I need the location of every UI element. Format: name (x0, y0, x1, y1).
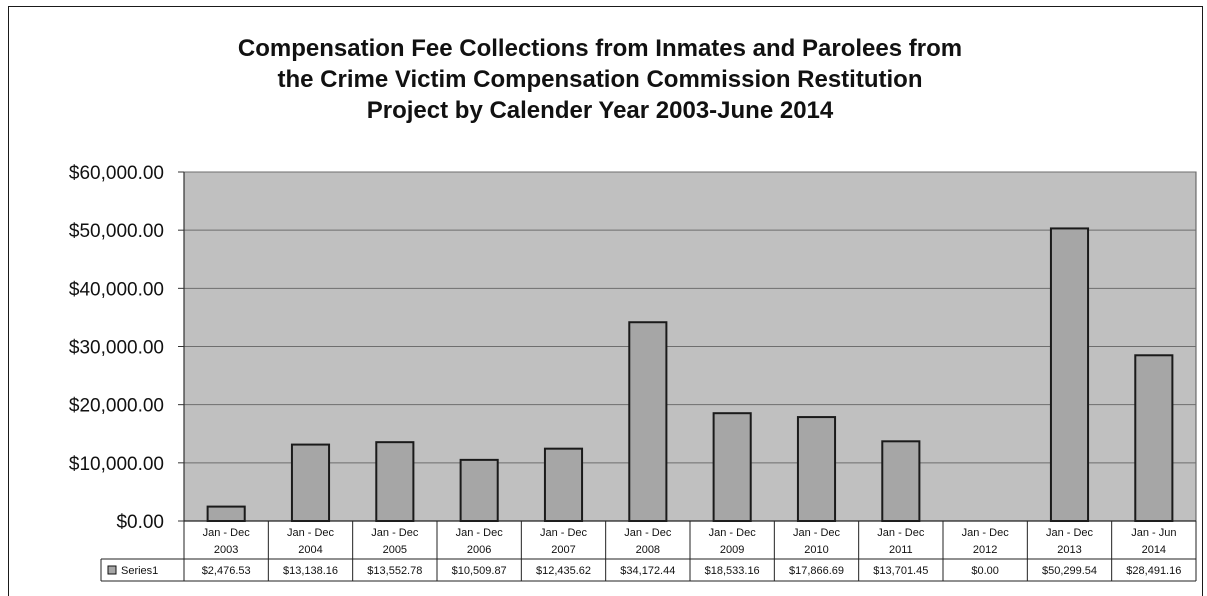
bar (881, 440, 921, 522)
data-label: $2,476.53 (202, 565, 251, 577)
bar (712, 412, 752, 523)
data-table: Jan - Dec 2003 Jan - Dec 2004 Jan - Dec 2005 J… (100, 520, 1197, 582)
bar (1134, 354, 1174, 523)
data-label: $28,491.16 (1126, 565, 1181, 577)
bar (459, 458, 499, 522)
legend-label: Series1 (121, 565, 158, 577)
bar (796, 416, 837, 522)
y-tick-label: $60,000.00 (69, 163, 164, 184)
x-tick-label: 2010 (804, 544, 828, 556)
x-tick-label: 2013 (1057, 544, 1081, 556)
x-tick-label: Jan - Dec (1046, 527, 1094, 539)
data-label: $17,866.69 (789, 565, 844, 577)
x-tick-label: 2003 (214, 544, 238, 556)
data-label: $10,509.87 (452, 565, 507, 577)
x-tick-label: 2004 (298, 544, 322, 556)
legend-key (107, 565, 117, 575)
data-label: $12,435.62 (536, 565, 591, 577)
y-axis: $0.00 $10,000.00 $20,000.00 $30,000.00 $40,0… (69, 163, 185, 533)
x-tick-label: Jan - Dec (709, 527, 757, 539)
x-tick-label: 2011 (889, 544, 913, 556)
x-tick-label: 2014 (1142, 544, 1166, 556)
data-label: $34,172.44 (620, 565, 675, 577)
chart-title-line: the Crime Victim Compensation Commission… (277, 66, 923, 93)
x-tick-label: Jan - Dec (793, 527, 841, 539)
data-label: $13,701.45 (873, 565, 928, 577)
y-tick-label: $20,000.00 (69, 396, 164, 417)
y-tick-label: $50,000.00 (69, 221, 164, 242)
gridlines (184, 171, 1196, 464)
x-tick-label: Jan - Dec (624, 527, 672, 539)
x-tick-label: Jan - Dec (287, 527, 335, 539)
bar (1049, 227, 1090, 522)
x-tick-label: Jan - Jun (1131, 527, 1176, 539)
x-tick-label: 2008 (636, 544, 660, 556)
bar (543, 447, 584, 522)
chart-title: Compensation Fee Collections from Inmate… (60, 33, 1140, 126)
data-label: $13,138.16 (283, 565, 338, 577)
y-tick-label: $0.00 (116, 512, 164, 533)
y-tick-label: $30,000.00 (69, 338, 164, 359)
data-label: $0.00 (971, 565, 999, 577)
x-tick-label: Jan - Dec (540, 527, 588, 539)
x-tick-label: Jan - Dec (456, 527, 504, 539)
x-tick-label: 2012 (973, 544, 997, 556)
data-label: $18,533.16 (705, 565, 760, 577)
bar (290, 443, 331, 523)
x-tick-label: Jan - Dec (203, 527, 251, 539)
bar (375, 441, 415, 522)
data-label: $13,552.78 (367, 565, 422, 577)
x-tick-label: 2005 (383, 544, 407, 556)
x-tick-label: Jan - Dec (962, 527, 1010, 539)
x-tick-label: 2006 (467, 544, 491, 556)
bar (628, 321, 668, 523)
x-tick-label: 2009 (720, 544, 744, 556)
data-label: $50,299.54 (1042, 565, 1097, 577)
y-tick-label: $40,000.00 (69, 279, 164, 300)
chart-title-line: Project by Calender Year 2003-June 2014 (366, 97, 834, 124)
chart-title-line: Compensation Fee Collections from Inmate… (237, 35, 963, 62)
x-tick-label: Jan - Dec (877, 527, 925, 539)
x-tick-label: 2007 (551, 544, 575, 556)
y-tick-label: $10,000.00 (69, 454, 164, 475)
bar (206, 505, 246, 522)
x-tick-label: Jan - Dec (371, 527, 419, 539)
top-margin (0, 4, 1207, 7)
bars (206, 227, 1174, 523)
